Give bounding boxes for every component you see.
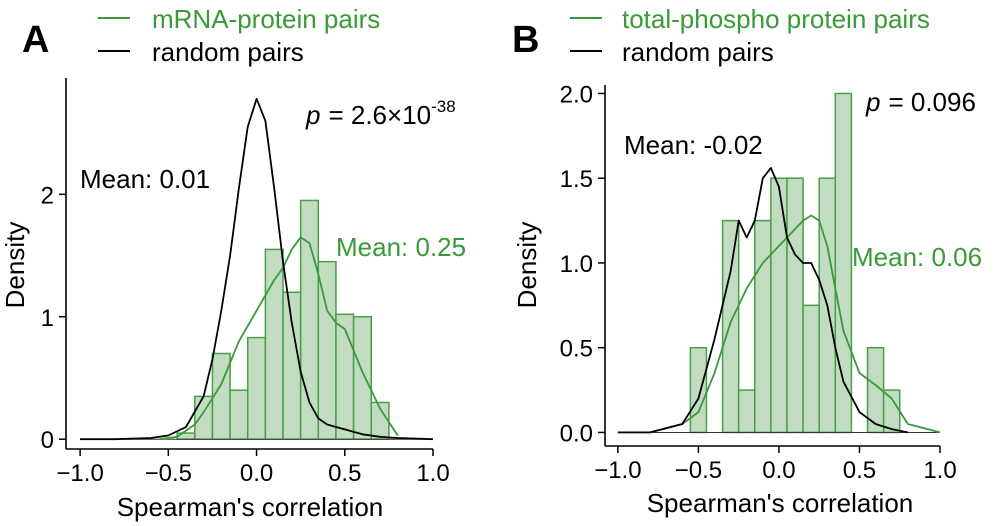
p-symbol: p bbox=[305, 100, 320, 130]
p-symbol: p bbox=[865, 87, 880, 117]
density-curve-pairs bbox=[617, 214, 941, 434]
legend-label-random: random pairs bbox=[622, 37, 774, 67]
histogram-bar bbox=[721, 219, 740, 434]
plot-marks bbox=[80, 97, 434, 441]
y-tick-label: 0.5 bbox=[560, 336, 593, 363]
x-tick-label: −0.5 bbox=[145, 460, 192, 487]
p-value-annotation: p = 2.6×10-38 bbox=[305, 97, 456, 130]
histogram-bar bbox=[246, 336, 267, 440]
y-tick-label: 1.5 bbox=[560, 166, 593, 193]
legend-label-pairs: total-phospho protein pairs bbox=[622, 4, 930, 34]
histogram-bar bbox=[229, 389, 249, 440]
mean-random-label: Mean: -0.02 bbox=[624, 130, 763, 160]
x-axis-title: Spearman's correlation bbox=[117, 492, 384, 522]
histogram-bar bbox=[754, 219, 772, 434]
x-tick-label: 0.0 bbox=[762, 457, 795, 484]
axis-ticks: −1.0 −0.5 0.0 0.5 1.0 0 1 2 bbox=[41, 182, 450, 487]
histogram-bar bbox=[282, 291, 302, 440]
histogram-bar bbox=[786, 177, 804, 434]
panel-b: B total-phospho protein pairs random pai… bbox=[512, 4, 982, 518]
histogram-bar bbox=[211, 352, 231, 440]
axis-ticks: −1.0 −0.5 0.0 0.5 1.0 0.0 0.5 1.0 1.5 2.0 bbox=[560, 81, 957, 484]
histogram-bar bbox=[802, 304, 820, 434]
histogram-bar bbox=[335, 313, 355, 440]
density-curve-random bbox=[80, 97, 434, 441]
panel-a: A mRNA-protein pairs random pairs −1.0 −0… bbox=[0, 4, 466, 522]
y-axis-title: Density bbox=[512, 222, 542, 309]
x-tick-label: −0.5 bbox=[675, 457, 722, 484]
x-tick-label: −1.0 bbox=[56, 460, 103, 487]
density-curve-random bbox=[617, 167, 908, 434]
histogram-bar bbox=[352, 316, 372, 440]
plot-marks bbox=[617, 92, 941, 434]
mean-pairs-label: Mean: 0.25 bbox=[336, 232, 466, 262]
x-tick-label: 0.5 bbox=[328, 460, 361, 487]
histogram-bar bbox=[737, 389, 756, 434]
y-tick-label: 2 bbox=[41, 182, 54, 209]
mean-pairs-label: Mean: 0.06 bbox=[852, 242, 982, 272]
legend-label-pairs: mRNA-protein pairs bbox=[152, 4, 380, 34]
y-tick-label: 1.0 bbox=[560, 251, 593, 278]
panel-label: A bbox=[22, 19, 49, 61]
p-value: = 0.096 bbox=[888, 87, 975, 117]
x-tick-label: 0.0 bbox=[240, 460, 273, 487]
x-tick-label: −1.0 bbox=[594, 457, 641, 484]
y-tick-label: 0.0 bbox=[560, 420, 593, 447]
histogram-bar bbox=[264, 248, 284, 440]
histogram-bar bbox=[882, 389, 901, 434]
histogram-bar bbox=[689, 346, 708, 434]
mean-random-label: Mean: 0.01 bbox=[80, 164, 210, 194]
x-tick-label: 1.0 bbox=[416, 460, 449, 487]
x-tick-label: 1.0 bbox=[923, 457, 956, 484]
y-tick-label: 0 bbox=[41, 427, 54, 454]
panel-label: B bbox=[512, 19, 539, 61]
legend-label-random: random pairs bbox=[152, 37, 304, 67]
p-value: = 2.6×10 bbox=[328, 100, 431, 130]
y-tick-label: 1 bbox=[41, 305, 54, 332]
density-curve-pairs bbox=[159, 236, 399, 441]
x-axis-title: Spearman's correlation bbox=[647, 488, 914, 518]
p-value-annotation: p = 0.096 bbox=[865, 87, 976, 117]
x-tick-label: 0.5 bbox=[843, 457, 876, 484]
p-exponent: -38 bbox=[431, 97, 456, 116]
histogram-bar bbox=[770, 177, 788, 434]
y-tick-label: 2.0 bbox=[560, 81, 593, 108]
y-axis-title: Density bbox=[0, 222, 30, 309]
